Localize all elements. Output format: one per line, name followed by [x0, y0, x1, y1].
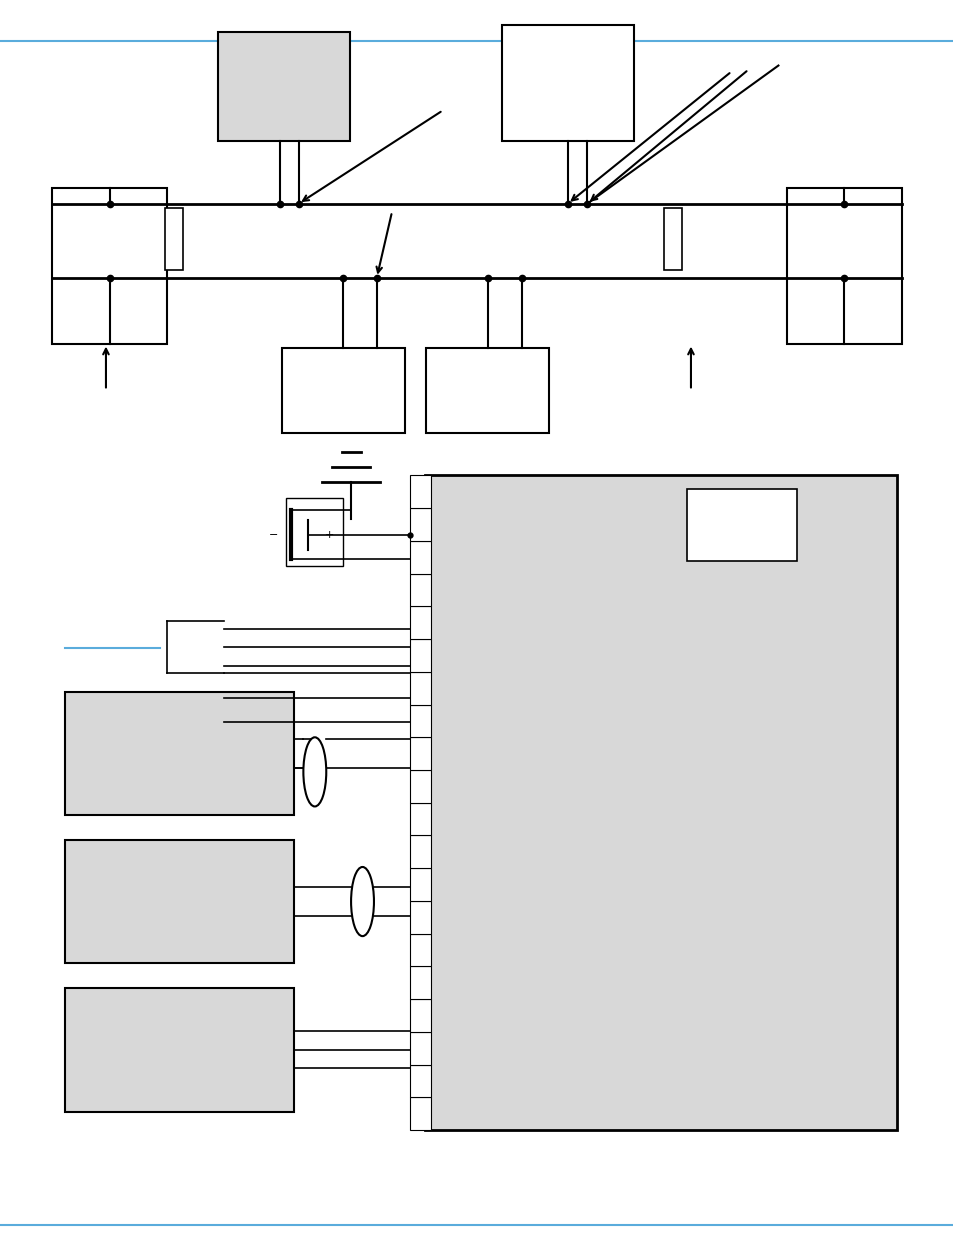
Bar [410, 803, 431, 835]
Bar [65, 840, 294, 963]
Bar [663, 207, 681, 269]
Bar [410, 638, 431, 672]
Bar [65, 988, 294, 1112]
Bar [410, 900, 431, 934]
Bar [410, 934, 431, 966]
Bar [410, 999, 431, 1031]
Bar [164, 207, 183, 269]
Bar [286, 498, 343, 566]
Bar [410, 771, 431, 803]
Bar [786, 188, 901, 343]
Bar [218, 32, 349, 142]
Bar [410, 475, 431, 509]
Bar [410, 737, 431, 771]
Text: +: + [324, 530, 334, 540]
Bar [410, 835, 431, 868]
Bar [410, 704, 431, 737]
Bar [281, 347, 404, 433]
Ellipse shape [303, 737, 326, 806]
Bar [502, 25, 634, 142]
Bar [410, 573, 431, 606]
Bar [410, 967, 431, 999]
Bar [426, 347, 549, 433]
Bar [686, 489, 796, 561]
Bar [410, 541, 431, 573]
Bar [410, 606, 431, 640]
Bar [424, 475, 896, 1130]
Bar [410, 868, 431, 902]
Bar [410, 509, 431, 541]
Bar [52, 188, 167, 343]
Bar [410, 672, 431, 704]
Bar [410, 1032, 431, 1065]
Text: −: − [269, 530, 278, 540]
Bar [410, 1097, 431, 1130]
Bar [65, 692, 294, 815]
Ellipse shape [351, 867, 374, 936]
Bar [410, 1065, 431, 1097]
